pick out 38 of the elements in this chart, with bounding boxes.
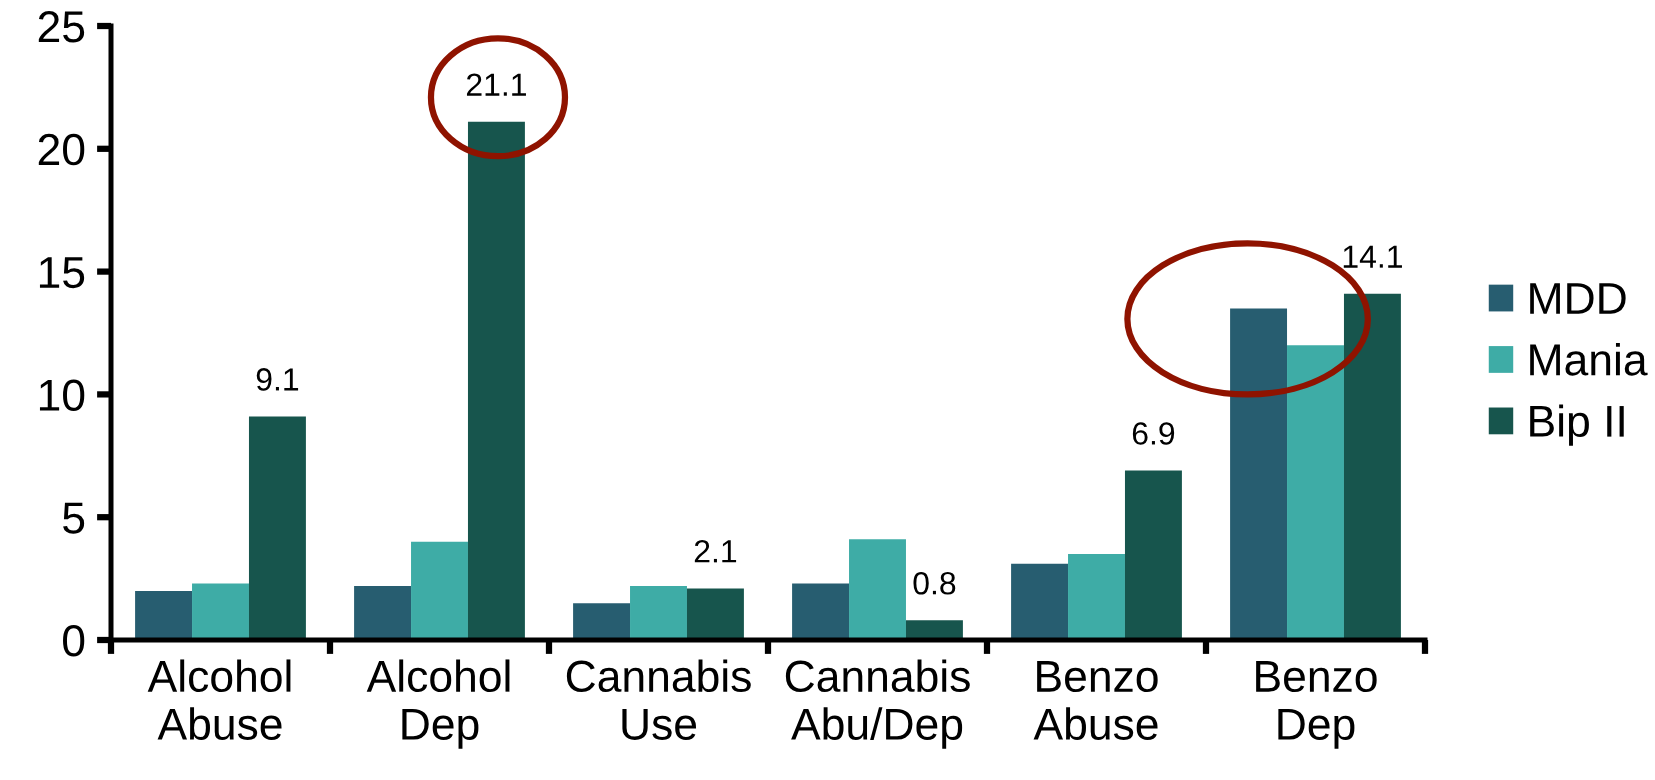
x-tick-label: Benzo Dep xyxy=(1256,661,1377,749)
bar xyxy=(135,590,193,640)
y-tick-label: 25 xyxy=(38,11,85,43)
bar xyxy=(849,539,906,640)
y-tick-label: 5 xyxy=(63,502,85,534)
bar xyxy=(905,620,963,640)
bar xyxy=(1287,345,1344,640)
legend-label: MDD xyxy=(1530,283,1626,314)
y-tick-label: 10 xyxy=(39,379,85,411)
x-tick-label: Benzo Abuse xyxy=(1033,661,1158,740)
bar xyxy=(354,585,412,640)
bar xyxy=(192,583,249,640)
bar xyxy=(1124,470,1182,640)
data-label: 6.9 xyxy=(1132,422,1175,445)
bar xyxy=(1068,554,1125,640)
x-tick-label: Alcohol Abuse xyxy=(147,659,291,740)
data-label: 9.1 xyxy=(256,368,299,391)
bar xyxy=(248,416,306,640)
x-tick-label: Cannabis Use xyxy=(566,659,751,740)
bar xyxy=(1011,563,1069,640)
bar xyxy=(792,583,850,640)
legend-label: Mania xyxy=(1530,342,1648,376)
x-tick-label: Alcohol Dep xyxy=(366,659,510,749)
data-label: 0.8 xyxy=(913,571,956,595)
y-tick-label: 20 xyxy=(38,133,85,166)
y-tick-label: 15 xyxy=(39,257,85,289)
data-label: 2.1 xyxy=(694,540,737,563)
bar xyxy=(411,541,468,640)
bar xyxy=(686,588,744,640)
bar xyxy=(573,603,631,640)
data-label: 14.1 xyxy=(1343,245,1402,268)
bar xyxy=(1343,293,1401,640)
data-label: 21.1 xyxy=(466,73,526,96)
bar xyxy=(630,585,687,640)
x-tick-label: Cannabis Abu/Dep xyxy=(785,659,970,749)
legend-label: Bip II xyxy=(1530,404,1624,446)
y-tick-label: 0 xyxy=(63,625,85,657)
bar xyxy=(1230,308,1288,640)
